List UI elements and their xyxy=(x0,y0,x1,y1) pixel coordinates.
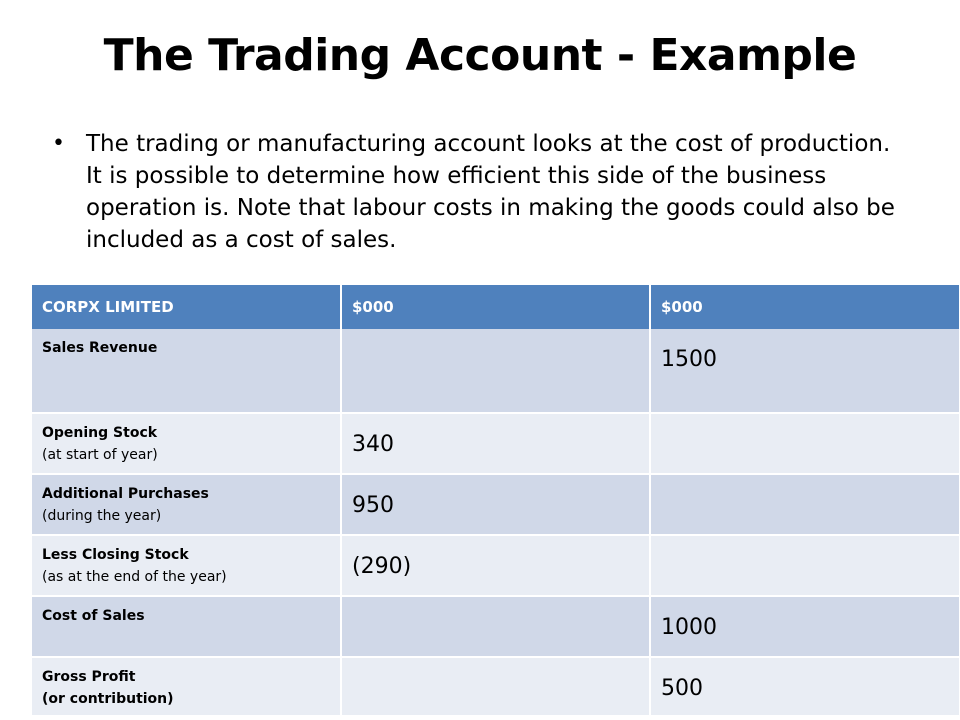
row-sublabel: (as at the end of the year) xyxy=(42,569,227,585)
table-row-sales-revenue: Sales Revenue 1500 xyxy=(32,329,960,414)
row-col2-cell xyxy=(341,329,651,414)
table-row-gross-profit: Gross Profit (or contribution) 500 xyxy=(32,657,960,717)
trading-account-table: CORPX LIMITED $000 $000 Sales Revenue 15… xyxy=(32,285,960,717)
gross-profit-value: 500 xyxy=(661,676,703,701)
table-row-opening-stock: Opening Stock (at start of year) 340 xyxy=(32,413,960,475)
bullet-list: • The trading or manufacturing account l… xyxy=(48,128,908,256)
row-sublabel: (at start of year) xyxy=(42,447,158,463)
slide-title: The Trading Account - Example xyxy=(103,30,857,81)
opening-stock-value: 340 xyxy=(352,432,394,457)
row-label: Gross Profit xyxy=(42,669,136,685)
row-label-cell: Opening Stock (at start of year) xyxy=(32,413,342,475)
row-label-cell: Additional Purchases (during the year) xyxy=(32,474,342,536)
row-col3-cell: 1500 xyxy=(650,329,960,414)
row-label: Cost of Sales xyxy=(42,608,145,624)
row-sublabel: (or contribution) xyxy=(42,691,174,707)
row-col2-cell: 340 xyxy=(341,413,651,475)
closing-stock-value: (290) xyxy=(352,554,412,579)
row-label: Less Closing Stock xyxy=(42,547,189,563)
table-header-row: CORPX LIMITED $000 $000 xyxy=(32,285,960,329)
row-label: Additional Purchases xyxy=(42,486,209,502)
row-col2-cell xyxy=(341,657,651,717)
row-label-cell: Gross Profit (or contribution) xyxy=(32,657,342,717)
row-col2-cell: (290) xyxy=(341,535,651,597)
table-row-closing-stock: Less Closing Stock (as at the end of the… xyxy=(32,535,960,597)
header-amount-2: $000 xyxy=(650,285,960,329)
bullet-dot-icon: • xyxy=(52,131,65,156)
header-company: CORPX LIMITED xyxy=(32,285,342,329)
row-label-cell: Less Closing Stock (as at the end of the… xyxy=(32,535,342,597)
row-label: Opening Stock xyxy=(42,425,158,441)
row-label-cell: Cost of Sales xyxy=(32,596,342,658)
table-row-additional-purchases: Additional Purchases (during the year) 9… xyxy=(32,474,960,536)
row-col3-cell xyxy=(650,535,960,597)
bullet-item: • The trading or manufacturing account l… xyxy=(48,128,908,256)
table-row-cost-of-sales: Cost of Sales 1000 xyxy=(32,596,960,658)
row-col3-cell: 500 xyxy=(650,657,960,717)
purchases-value: 950 xyxy=(352,493,394,518)
bullet-text: The trading or manufacturing account loo… xyxy=(86,131,895,253)
row-col3-cell xyxy=(650,413,960,475)
row-label-cell: Sales Revenue xyxy=(32,329,342,414)
row-col2-cell xyxy=(341,596,651,658)
row-col3-cell: 1000 xyxy=(650,596,960,658)
header-amount-1: $000 xyxy=(341,285,651,329)
row-col2-cell: 950 xyxy=(341,474,651,536)
row-label: Sales Revenue xyxy=(42,340,158,356)
sales-revenue-value: 1500 xyxy=(661,347,717,372)
cost-of-sales-value: 1000 xyxy=(661,615,717,640)
row-col3-cell xyxy=(650,474,960,536)
row-sublabel: (during the year) xyxy=(42,508,162,524)
